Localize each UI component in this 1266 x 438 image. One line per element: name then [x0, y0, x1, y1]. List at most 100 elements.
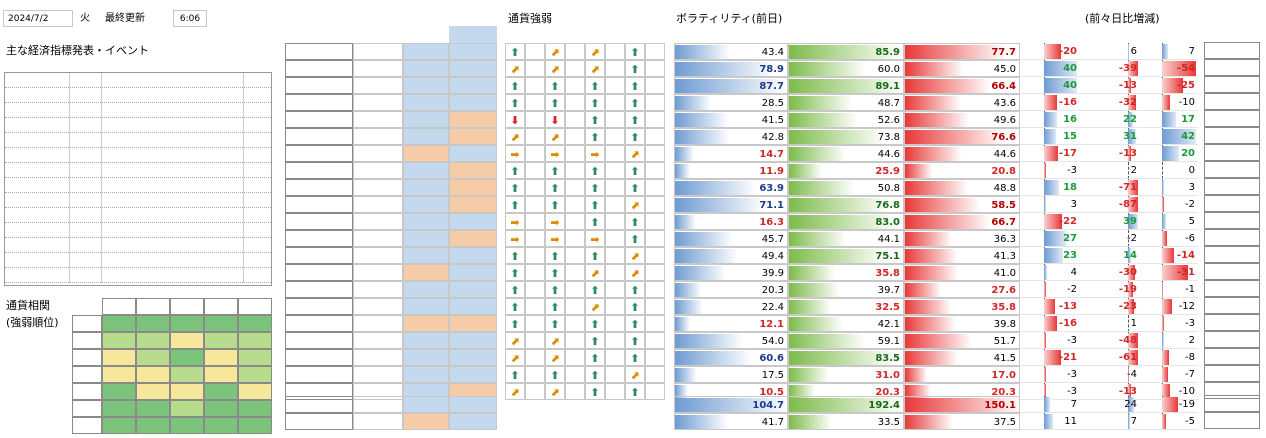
event-col-sep — [69, 73, 70, 88]
vol-bar-cell: 28.5 — [674, 94, 788, 111]
arrow-up-icon: ⬆ — [505, 264, 525, 281]
arrow-up-icon: ⬆ — [545, 77, 565, 94]
vol-subtitle: (前々日比増減) — [1085, 12, 1160, 25]
strength-rank — [645, 94, 665, 111]
vol-diff-bar — [1044, 282, 1046, 297]
vol-bar-cell: 50.8 — [788, 179, 904, 196]
arrow-up-icon: ⬆ — [625, 213, 645, 230]
day-change — [403, 179, 449, 196]
arrow-diagonal-icon: ⬈ — [505, 383, 525, 400]
vol-value: 76.6 — [991, 132, 1016, 143]
corr-col-header — [238, 298, 272, 315]
month-change — [449, 298, 497, 315]
vol-table: 43.4 85.9 77.7 -20 6 7 78.9 60.0 45.0 40 -39 -54 87.… — [674, 26, 1198, 436]
prev-close — [353, 230, 403, 247]
vol-diff-cell: -2 — [1140, 196, 1198, 213]
corr-cell — [238, 349, 272, 366]
vol-bar — [789, 62, 867, 76]
arrow-diagonal-icon: ⬈ — [625, 247, 645, 264]
event-row — [5, 238, 271, 253]
vol-diff-cell: 2 — [1080, 162, 1140, 179]
event-row — [5, 73, 271, 88]
corr-cell — [102, 417, 136, 434]
vol-diff-value: -32 — [1118, 97, 1137, 108]
vol-bar-cell: 71.1 — [674, 196, 788, 213]
arrow-up-icon: ⬆ — [545, 264, 565, 281]
strength-rank — [645, 128, 665, 145]
strength-table: ⬆ ⬈ ⬈ ⬆ ⬈ ⬈ ⬈ ⬆ ⬆ ⬆ ⬆ ⬆ ⬆ ⬆ ⬆ ⬆ ⬇ ⬇ ⬆ ⬆ ⬈ ⬈ ⬆ ⬆ ➡ ➡ ➡ ⬈ ⬆ ⬆ ⬆ ⬆ ⬆ ⬆ ⬆ ⬆ ⬆ ⬆ ⬆ ⬈… — [505, 26, 665, 400]
vol-bar — [905, 249, 959, 263]
month-change — [449, 111, 497, 128]
month-change — [449, 196, 497, 213]
corr-cell — [238, 315, 272, 332]
vol-diff-value: 39 — [1123, 216, 1137, 227]
pair-label-right — [1204, 314, 1260, 331]
pair-label — [285, 315, 353, 332]
month-change — [449, 60, 497, 77]
prev-close — [353, 179, 403, 196]
vol-diff-value: -3 — [1067, 386, 1077, 397]
vol-bar-cell: 45.7 — [674, 230, 788, 247]
pair-list-right — [1204, 42, 1260, 436]
arrow-diagonal-icon: ⬈ — [505, 332, 525, 349]
strength-rank — [525, 77, 545, 94]
vol-value: 50.8 — [877, 183, 900, 194]
arrow-up-icon: ⬆ — [625, 281, 645, 298]
vol-diff-value: 11 — [1064, 416, 1077, 427]
vol-diff-value: 27 — [1063, 233, 1077, 244]
vol-diff-cell: 40 — [1020, 60, 1080, 77]
vol-bar — [789, 232, 846, 246]
corr-cell — [238, 383, 272, 400]
arrow-up-icon: ⬆ — [625, 298, 645, 315]
vol-diff-value: -13 — [1058, 301, 1077, 312]
arrow-up-icon: ⬆ — [505, 179, 525, 196]
strength-rank — [565, 281, 585, 298]
vol-diff-value: 14 — [1123, 250, 1137, 261]
vol-bar — [905, 62, 963, 76]
corr-cell — [136, 417, 170, 434]
arrow-up-icon: ⬆ — [545, 162, 565, 179]
vol-bar-cell: 42.8 — [674, 128, 788, 145]
vol-bar-cell: 54.0 — [674, 332, 788, 349]
vol-diff-bar — [1128, 265, 1136, 280]
event-row — [5, 178, 271, 193]
strength-rank — [645, 383, 665, 400]
arrow-diagonal-icon: ⬈ — [585, 298, 605, 315]
pair-label-right — [1204, 76, 1260, 93]
vol-bar-cell: 41.7 — [674, 413, 788, 430]
vol-diff-bar — [1044, 397, 1050, 412]
pair-label — [285, 162, 353, 179]
corr-cell — [136, 383, 170, 400]
vol-diff-value: 2 — [1130, 165, 1137, 176]
vol-col-header — [676, 26, 766, 43]
vol-diff-cell: 23 — [1020, 247, 1080, 264]
vol-diff-cell: -13 — [1080, 145, 1140, 162]
vol-diff-value: 40 — [1063, 63, 1077, 74]
event-row — [5, 148, 271, 163]
vol-bar — [905, 368, 927, 382]
vol-diff-value: 31 — [1123, 131, 1137, 142]
vol-diff-cell: 14 — [1080, 247, 1140, 264]
month-change — [449, 77, 497, 94]
vol-bar-cell: 60.0 — [788, 60, 904, 77]
strength-rank — [605, 43, 625, 60]
arrow-up-icon: ⬆ — [625, 60, 645, 77]
vol-value: 32.5 — [875, 302, 900, 313]
arrow-up-icon: ⬆ — [505, 298, 525, 315]
vol-bar-cell: 59.1 — [788, 332, 904, 349]
day-change — [403, 94, 449, 111]
vol-bar — [675, 283, 701, 297]
vol-diff-value: 3 — [1188, 182, 1195, 193]
month-change — [449, 264, 497, 281]
strength-rank — [525, 111, 545, 128]
vol-diff-value: -10 — [1178, 386, 1195, 397]
event-country — [69, 132, 101, 149]
vol-diff-value: -13 — [1118, 148, 1137, 159]
vol-diff-value: -14 — [1176, 250, 1195, 261]
vol-bar — [789, 398, 903, 412]
pair-label — [285, 332, 353, 349]
corr-cell — [170, 383, 204, 400]
pair-label — [285, 230, 353, 247]
vol-diff-value: -19 — [1118, 284, 1137, 295]
vol-value: 35.8 — [875, 268, 900, 279]
